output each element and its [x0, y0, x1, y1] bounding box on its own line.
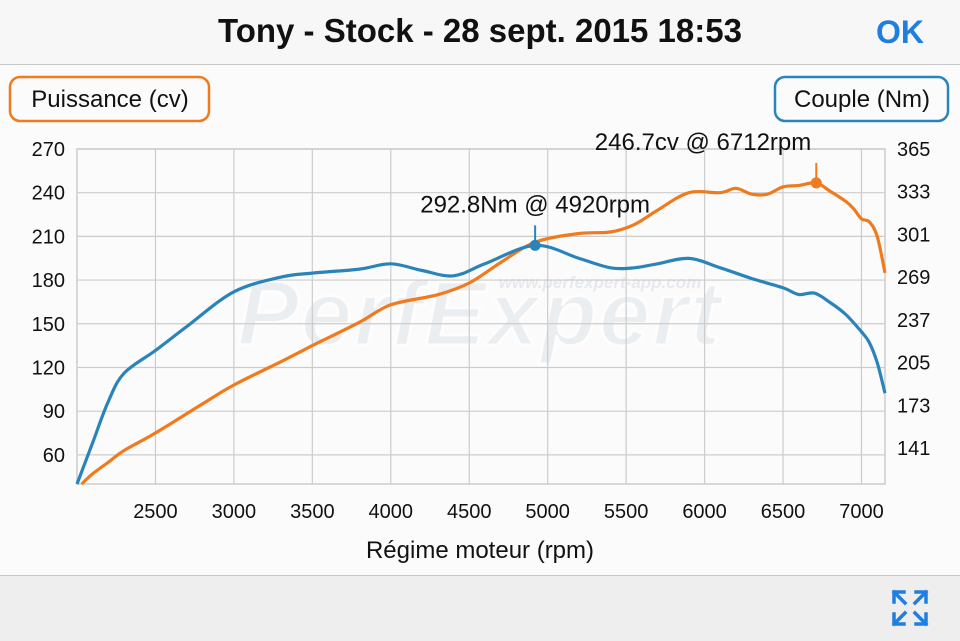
y-left-tick-label: 60 — [43, 445, 65, 467]
power-peak-marker — [810, 177, 822, 189]
y-left-tick-label: 120 — [32, 357, 65, 379]
x-tick-label: 4000 — [369, 501, 414, 523]
y-right-tick-label: 205 — [897, 353, 930, 375]
chart-ticks: 2500 3000 3500 4000 4500 5000 5500 6000 6500 7000… — [32, 139, 931, 523]
watermark-url: www.perfexpert-app.com — [499, 273, 701, 292]
x-tick-label: 2500 — [133, 501, 178, 523]
x-tick-label: 6000 — [682, 501, 727, 523]
dyno-chart: www.perfexpert-app.com PerfExpert 2500 30… — [8, 75, 950, 564]
y-right-tick-label: 141 — [897, 438, 930, 460]
x-tick-label: 3500 — [290, 501, 335, 523]
left-axis-title-box: Puissance (cv) — [8, 75, 211, 123]
y-left-tick-label: 270 — [32, 139, 65, 161]
ok-button[interactable]: OK — [876, 0, 924, 64]
expand-arrows-icon[interactable] — [890, 588, 930, 628]
x-tick-label: 3000 — [212, 501, 257, 523]
watermark-logo: PerfExpert — [237, 263, 724, 365]
torque-peak-marker — [529, 239, 541, 251]
torque-peak-label: 292.8Nm @ 4920rpm — [420, 191, 650, 218]
chart-annotations: 246.7cv @ 6712rpm 292.8Nm @ 4920rpm — [420, 129, 822, 251]
bottom-bar — [0, 575, 960, 641]
y-right-tick-label: 333 — [897, 182, 930, 204]
x-axis-label: Régime moteur (rpm) — [366, 537, 594, 564]
left-axis-title: Puissance (cv) — [31, 86, 188, 113]
y-left-tick-label: 150 — [32, 314, 65, 336]
watermark: www.perfexpert-app.com PerfExpert — [236, 262, 724, 367]
y-right-tick-label: 301 — [897, 224, 930, 246]
chart-grid — [76, 148, 886, 485]
y-left-tick-label: 210 — [32, 226, 65, 248]
power-peak-label: 246.7cv @ 6712rpm — [595, 129, 811, 156]
x-tick-label: 7000 — [839, 501, 884, 523]
top-bar: Tony - Stock - 28 sept. 2015 18:53 OK — [0, 0, 960, 65]
page-title: Tony - Stock - 28 sept. 2015 18:53 — [218, 12, 742, 49]
right-axis-title: Couple (Nm) — [794, 86, 930, 113]
chart-area: www.perfexpert-app.com PerfExpert 2500 30… — [0, 65, 960, 575]
y-right-tick-label: 173 — [897, 395, 930, 417]
chart-lines — [75, 181, 887, 486]
power-series-line — [80, 181, 887, 486]
y-right-tick-label: 269 — [897, 267, 930, 289]
right-axis-title-box: Couple (Nm) — [773, 75, 950, 123]
x-tick-label: 5000 — [525, 501, 570, 523]
x-tick-label: 4500 — [447, 501, 492, 523]
y-right-tick-label: 365 — [897, 139, 930, 161]
torque-series-line — [75, 243, 887, 485]
x-tick-label: 6500 — [761, 501, 806, 523]
y-right-tick-label: 237 — [897, 310, 930, 332]
y-left-tick-label: 240 — [32, 183, 65, 205]
y-left-tick-label: 180 — [32, 270, 65, 292]
y-left-tick-label: 90 — [43, 401, 65, 423]
x-tick-label: 5500 — [604, 501, 649, 523]
